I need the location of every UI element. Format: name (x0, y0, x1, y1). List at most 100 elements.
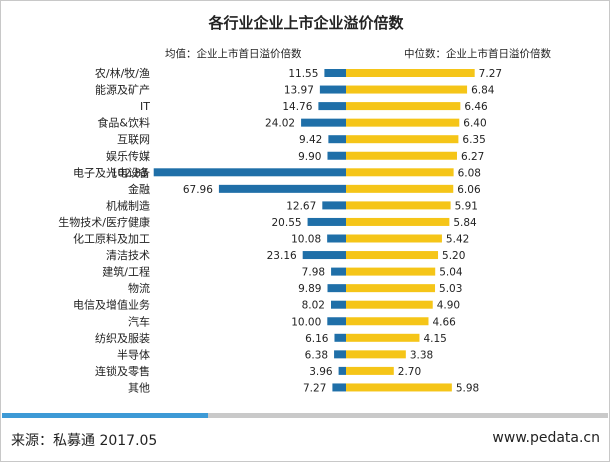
mean-bar (327, 234, 346, 243)
category-label: 汽车 (128, 314, 150, 328)
category-label: 建筑/工程 (102, 265, 150, 279)
mean-bar (318, 102, 346, 111)
median-bar (346, 234, 442, 243)
median-bar (346, 284, 436, 293)
median-bar (346, 383, 452, 392)
mean-value-label: 67.96 (183, 184, 213, 196)
median-bar (346, 267, 436, 276)
median-value-label: 4.66 (432, 316, 456, 328)
mean-bar (301, 118, 346, 127)
chart-title: 各行业企业上市企业溢价倍数 (208, 14, 404, 32)
category-label: 娱乐传媒 (106, 149, 150, 163)
mean-value-label: 7.98 (302, 267, 325, 279)
mean-value-label: 13.97 (284, 85, 314, 97)
category-label: 食品&饮料 (97, 116, 150, 130)
median-value-label: 6.35 (462, 134, 485, 146)
mean-bar (334, 333, 346, 342)
median-bar (346, 135, 459, 144)
median-value-label: 5.91 (455, 200, 478, 212)
mean-value-label: 24.02 (265, 118, 295, 130)
median-value-label: 6.84 (471, 85, 495, 97)
category-label: 电子及光电设备 (73, 165, 150, 179)
mean-value-label: 14.76 (282, 101, 312, 113)
footer-accent-bar (2, 413, 208, 418)
mean-bar (218, 184, 346, 193)
median-bar (346, 168, 454, 177)
category-label: 其他 (128, 381, 150, 394)
median-bar (346, 201, 451, 210)
median-value-label: 6.40 (463, 118, 486, 130)
category-label: 化工原料及加工 (73, 232, 150, 246)
median-value-label: 4.15 (423, 333, 446, 345)
legend-median: 中位数：企业上市首日溢价倍数 (404, 47, 551, 60)
category-label: 互联网 (117, 133, 150, 146)
median-bar (346, 118, 460, 127)
mean-value-label: 20.55 (272, 217, 302, 229)
mean-bar (307, 217, 346, 226)
mean-value-label: 11.55 (288, 68, 318, 80)
median-value-label: 3.38 (410, 349, 433, 361)
median-value-label: 5.42 (446, 234, 469, 246)
category-label: 电信及增值业务 (73, 298, 150, 312)
median-bar (346, 317, 429, 326)
median-bar (346, 300, 433, 309)
mean-value-label: 8.02 (302, 300, 325, 312)
median-value-label: 5.98 (456, 382, 479, 394)
mean-bar (332, 383, 346, 392)
website-url: www.pedata.cn (492, 430, 600, 446)
mean-value-label: 10.08 (291, 234, 321, 246)
mean-bar (319, 85, 346, 94)
source-note: 来源：私募通 2017.05 (11, 433, 158, 449)
median-bar (346, 69, 475, 77)
mean-value-label: 9.90 (298, 151, 321, 163)
mean-bar (338, 366, 346, 375)
mean-value-label: 9.89 (298, 283, 321, 295)
mean-value-label: 6.16 (305, 333, 329, 345)
mean-bar (302, 251, 346, 260)
mean-value-label: 23.16 (267, 250, 297, 262)
median-value-label: 6.46 (464, 101, 488, 113)
median-value-label: 7.27 (479, 68, 502, 80)
mean-bar (322, 201, 346, 210)
median-bar (346, 217, 450, 226)
category-label: 机械制造 (106, 198, 150, 212)
median-bar (346, 350, 406, 359)
mean-bar (324, 69, 346, 77)
category-label: 连锁及零售 (95, 364, 150, 378)
category-label: 生物技术/医疗健康 (58, 215, 150, 229)
mean-bar (153, 168, 346, 177)
median-value-label: 6.06 (457, 184, 481, 196)
median-value-label: 2.70 (398, 366, 421, 378)
median-value-label: 4.90 (437, 300, 460, 312)
median-value-label: 5.04 (439, 267, 463, 279)
median-value-label: 5.03 (439, 283, 462, 295)
median-bar (346, 85, 468, 94)
median-bar (346, 151, 457, 160)
category-label: 清洁技术 (106, 249, 150, 262)
median-value-label: 5.20 (442, 250, 465, 262)
mean-value-label: 7.27 (303, 382, 326, 394)
footer-divider-bar (208, 413, 608, 418)
category-label: 能源及矿产 (95, 83, 150, 97)
median-bar (346, 251, 439, 260)
median-bar (346, 333, 420, 342)
mean-bar (328, 135, 346, 144)
category-label: 物流 (128, 281, 150, 295)
mean-bar (331, 300, 346, 309)
mean-value-label: 12.67 (286, 200, 316, 212)
mean-value-label: 9.42 (299, 134, 322, 146)
mean-bar (327, 284, 346, 293)
median-value-label: 6.08 (458, 167, 481, 179)
median-bar (346, 184, 454, 193)
mean-bar (327, 317, 346, 326)
category-label: 农/林/牧/渔 (95, 66, 150, 80)
median-bar (346, 366, 394, 375)
mean-value-label: 10.00 (291, 316, 321, 328)
mean-bar (334, 350, 346, 359)
legend-mean: 均值：企业上市首日溢价倍数 (165, 47, 302, 60)
mean-value-label: 3.96 (309, 366, 333, 378)
category-label: IT (140, 100, 150, 113)
mean-bar (327, 151, 346, 160)
